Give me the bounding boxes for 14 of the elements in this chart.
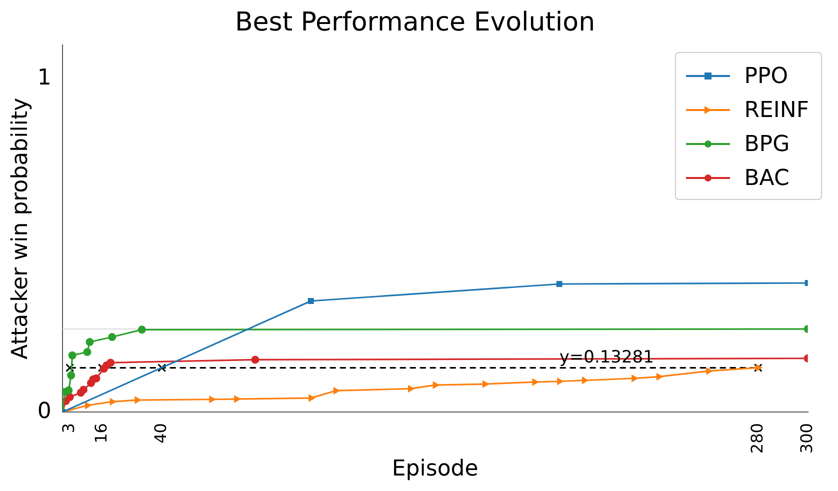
y-tick-label: 1 <box>37 65 52 90</box>
x-tick-label: 280 <box>747 423 766 454</box>
y-axis-title: Attacker win probability <box>8 98 33 360</box>
x-tick-label: 300 <box>796 423 816 454</box>
legend-label: BPG <box>744 132 790 156</box>
chart-title: Best Performance Evolution <box>234 7 596 38</box>
x-axis-title: Episode <box>392 456 478 482</box>
legend-label: BAC <box>744 166 790 190</box>
x-tick-label: 40 <box>150 423 170 444</box>
x-tick-label: 16 <box>91 423 110 444</box>
legend-label: REINF <box>744 98 809 122</box>
y-tick-label: 0 <box>37 398 52 424</box>
x-tick-label: 3 <box>59 423 78 434</box>
legend-label: PPO <box>744 64 788 88</box>
